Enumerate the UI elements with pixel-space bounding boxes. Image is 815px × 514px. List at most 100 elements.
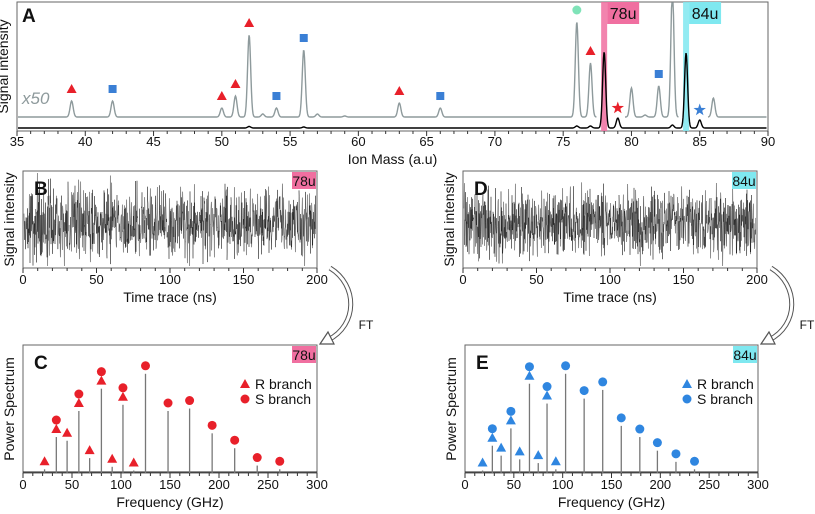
peak-marker-triangle [585,46,596,55]
s-branch-marker [51,415,61,425]
s-branch-marker [487,424,497,434]
peak-marker-star [693,103,706,116]
time-trace [463,182,756,267]
mass-tag [733,346,757,363]
x-tick-label: 150 [601,477,623,492]
x-tick-label: 80 [624,134,638,149]
time-trace [23,172,316,267]
r-branch-marker [107,453,118,463]
ft-arrow-head [759,330,776,345]
x-axis-label: Time trace (ns) [123,289,217,305]
ft-arrow [767,265,795,343]
x-tick-label: 0 [461,477,468,492]
x-tick-label: 45 [146,134,160,149]
r-branch-marker [51,424,62,434]
x-tick-label: 200 [208,477,230,492]
raw-trace [18,52,767,129]
x-tick-label: 50 [215,134,229,149]
x-tick-label: 200 [746,272,768,287]
s-branch-marker [524,362,534,372]
x-tick-label: 50 [89,272,103,287]
s-branch-marker [230,435,240,445]
y-axis-label: Signal intensity [0,19,11,113]
x-axis-label: Frequency (GHz) [116,494,223,510]
s-branch-marker [616,413,626,423]
x-tick-label: 150 [233,272,255,287]
r-branch-marker [514,446,525,456]
panel-letter: C [34,353,48,374]
peak-marker-square [654,70,663,78]
r-branch-marker [62,427,73,437]
panel-letter: D [474,179,488,200]
peak-marker-triangle [66,84,77,93]
mass-tag-label: 78u [292,173,315,189]
s-branch-marker [275,456,285,466]
y-axis-label: Power Spectrum [1,357,17,460]
s-branch-marker [74,389,84,399]
peak-marker-triangle [230,79,241,88]
legend-r-marker [240,379,250,388]
peak-marker-square [108,85,117,93]
r-branch-marker [96,375,107,385]
highlight-label: 84u [692,6,719,23]
x-tick-label: 250 [698,477,720,492]
ft-arrow-inner [768,266,794,342]
legend-s-marker [240,394,250,404]
peak-marker-square [299,34,308,42]
r-branch-marker [496,442,507,452]
r-branch-marker [533,450,544,460]
r-branch-marker [39,456,50,466]
s-branch-marker [542,382,552,392]
highlight-label-box [607,2,640,24]
highlight-band [601,2,608,131]
x-axis-label: Time trace (ns) [563,289,657,305]
peak-marker-square [272,92,281,100]
x-tick-label: 0 [459,272,466,287]
mass-tag [292,172,316,189]
r-branch-marker [117,391,128,401]
r-branch-marker [542,390,553,400]
x-tick-label: 300 [306,477,328,492]
peak-marker-square [436,92,445,100]
ft-arrow-inner [327,266,353,342]
mass-tag-label: 84u [732,173,755,189]
s-branch-marker [96,367,106,377]
legend-r-marker [682,379,692,388]
s-branch-marker [652,438,662,448]
x-tick-label: 70 [488,134,502,149]
mass-tag-label: 78u [292,347,315,363]
x-tick-label: 150 [159,477,181,492]
x-tick-label: 200 [649,477,671,492]
s-branch-marker [671,449,681,459]
r-branch-marker [550,456,561,466]
x-tick-label: 75 [556,134,570,149]
x-tick-label: 100 [159,272,181,287]
scale-label: x50 [21,89,50,108]
highlight-label-box [689,2,722,24]
peak-marker-triangle [244,18,255,27]
s-branch-marker [163,398,173,408]
x-tick-label: 300 [747,477,769,492]
peak-marker-circle [572,5,582,15]
ft-label: FT [359,318,374,332]
r-branch-marker [477,457,488,467]
x-axis-label: Ion Mass (a.u) [348,151,437,167]
ft-label: FT [800,318,815,332]
x-tick-label: 55 [283,134,297,149]
plot-frame [16,1,769,132]
x-tick-label: 100 [599,272,621,287]
s-branch-marker [579,386,589,396]
legend-s-marker [682,394,692,404]
s-branch-marker [690,456,700,466]
x-tick-label: 90 [761,134,775,149]
x50-trace [18,2,767,118]
r-branch-marker [487,432,498,442]
highlight-band [683,2,690,131]
s-branch-marker [185,396,195,406]
x-tick-label: 200 [306,272,328,287]
r-branch-marker [84,445,95,455]
r-branch-marker [505,415,516,425]
x-tick-label: 65 [419,134,433,149]
highlight-label: 78u [610,6,637,23]
